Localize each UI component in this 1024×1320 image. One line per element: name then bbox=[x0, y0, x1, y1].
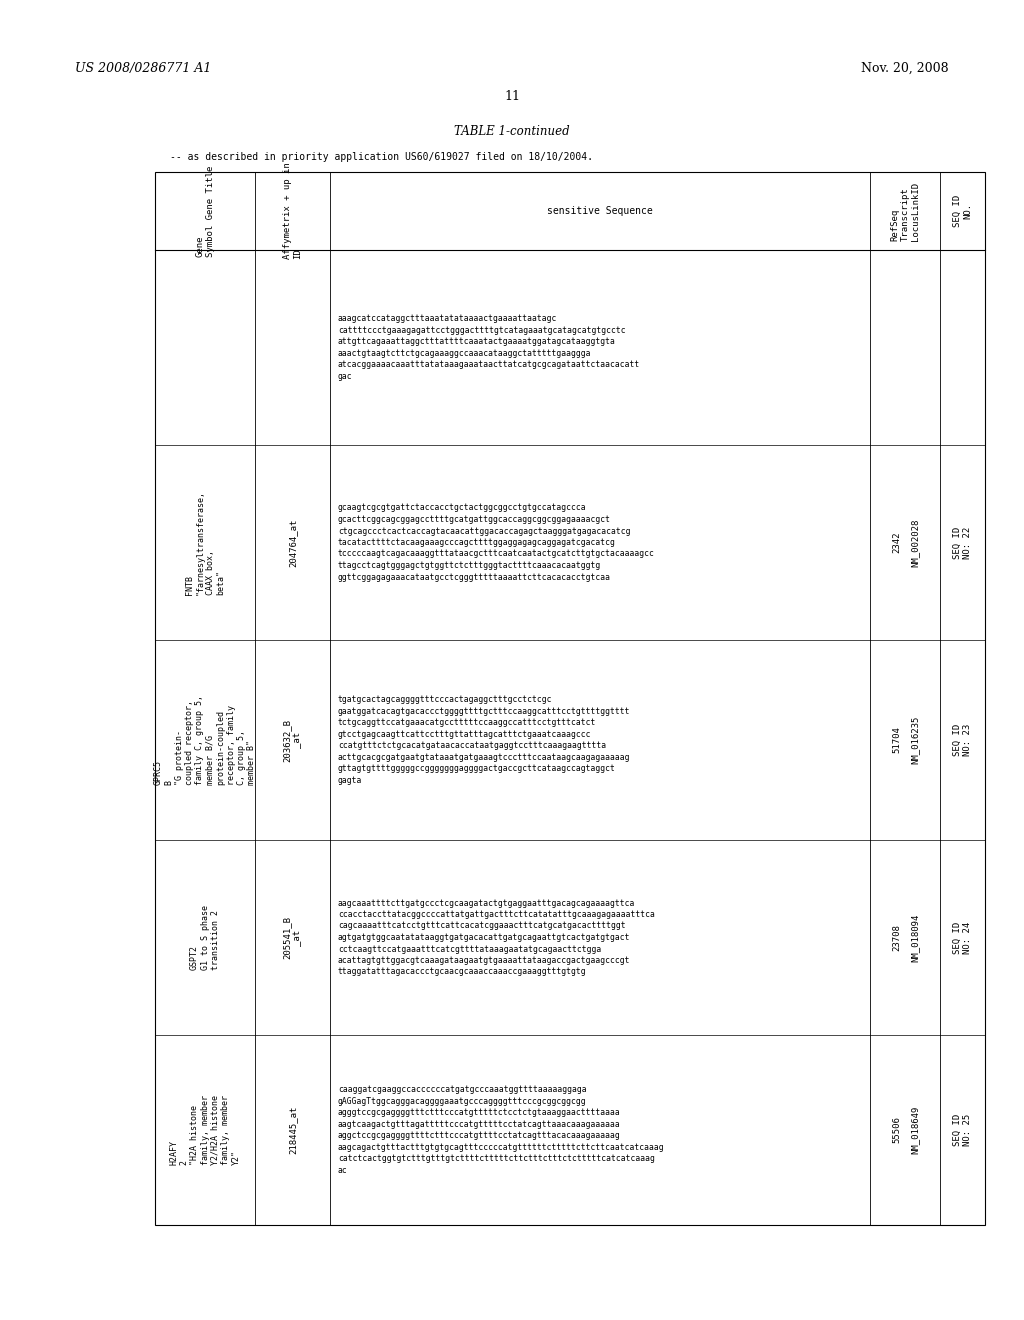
Text: aaactgtaagtcttctgcagaaaggccaaacataaggctatttttgaaggga: aaactgtaagtcttctgcagaaaggccaaacataaggcta… bbox=[338, 348, 592, 358]
Text: NM_018094: NM_018094 bbox=[910, 913, 920, 962]
Text: caaggatcgaaggccaccccccatgatgcccaaatggttttaaaaaggaga: caaggatcgaaggccaccccccatgatgcccaaatggttt… bbox=[338, 1085, 587, 1094]
Text: gttagtgttttgggggccgggggggaggggactgaccgcttcataagccagtaggct: gttagtgttttgggggccgggggggaggggactgaccgct… bbox=[338, 764, 615, 774]
Text: gaatggatcacagtgacaccctggggttttgctttccaaggcatttcctgttttggtttt: gaatggatcacagtgacaccctggggttttgctttccaag… bbox=[338, 706, 631, 715]
Text: gAGGagTtggcagggacaggggaaatgcccaggggtttcccgcggcggcgg: gAGGagTtggcagggacaggggaaatgcccaggggtttcc… bbox=[338, 1097, 587, 1106]
Text: 203632_B
_at: 203632_B _at bbox=[283, 718, 302, 762]
Text: gtcctgagcaagttcattcctttgttatttagcatttctgaaatcaaagccc: gtcctgagcaagttcattcctttgttatttagcatttctg… bbox=[338, 730, 592, 739]
Text: ac: ac bbox=[338, 1166, 348, 1175]
Text: ttagcctcagtgggagctgtggttctctttgggtacttttcaaacacaatggtg: ttagcctcagtgggagctgtggttctctttgggtactttt… bbox=[338, 561, 601, 570]
Text: gac: gac bbox=[338, 372, 352, 380]
Text: NM_018649: NM_018649 bbox=[910, 1106, 920, 1154]
Text: RefSeq
Transcript
LocusLinkID: RefSeq Transcript LocusLinkID bbox=[890, 181, 920, 240]
Text: GPRC5
B
"G protein-
coupled receptor,
family C, group 5,
member B/G
protein-coup: GPRC5 B "G protein- coupled receptor, fa… bbox=[154, 696, 256, 785]
Text: 51704: 51704 bbox=[893, 726, 901, 754]
Text: cctcaagttccatgaaatttcatcgttttataaagaatatgcagaacttctgga: cctcaagttccatgaaatttcatcgttttataaagaatat… bbox=[338, 945, 601, 953]
Text: aagtcaagactgtttagatttttcccatgtttttcctatcagttaaacaaagaaaaaa: aagtcaagactgtttagatttttcccatgtttttcctatc… bbox=[338, 1119, 621, 1129]
Text: agtgatgtggcaatatataaggtgatgacacattgatgcagaattgtcactgatgtgact: agtgatgtggcaatatataaggtgatgacacattgatgca… bbox=[338, 933, 631, 942]
Text: -- as described in priority application US60/619027 filed on 18/10/2004.: -- as described in priority application … bbox=[170, 152, 593, 162]
Text: acttgcacgcgatgaatgtataaatgatgaaagtccctttccaataagcaagagaaaaag: acttgcacgcgatgaatgtataaatgatgaaagtcccttt… bbox=[338, 752, 631, 762]
Text: US 2008/0286771 A1: US 2008/0286771 A1 bbox=[75, 62, 211, 75]
Text: atcacggaaaacaaatttatataaagaaataacttatcatgcgcagataattctaacacatt: atcacggaaaacaaatttatataaagaaataacttatcat… bbox=[338, 360, 640, 370]
Text: aaagcatccataggctttaaatatataaaactgaaaattaatagc: aaagcatccataggctttaaatatataaaactgaaaatta… bbox=[338, 314, 557, 323]
Text: SEQ ID
NO: 23: SEQ ID NO: 23 bbox=[952, 723, 972, 756]
Text: FNTB
"farnesyltransferase,
CAAX box,
beta": FNTB "farnesyltransferase, CAAX box, bet… bbox=[185, 490, 225, 595]
Text: Gene
Symbol Gene Title: Gene Symbol Gene Title bbox=[196, 165, 215, 256]
Text: tgatgcactagcaggggtttcccactagaggctttgcctctcgc: tgatgcactagcaggggtttcccactagaggctttgcctc… bbox=[338, 696, 553, 705]
Text: GSPT2
G1 to S phase
transition 2: GSPT2 G1 to S phase transition 2 bbox=[190, 906, 220, 970]
Text: ccatgtttctctgcacatgataacaccataatgaggtcctttcaaagaagtttta: ccatgtttctctgcacatgataacaccataatgaggtcct… bbox=[338, 742, 606, 750]
Text: 218445_at: 218445_at bbox=[288, 1106, 297, 1154]
Text: 204764_at: 204764_at bbox=[288, 519, 297, 566]
Text: aagcaaattttcttgatgccctcgcaagatactgtgaggaatttgacagcagaaaagttca: aagcaaattttcttgatgccctcgcaagatactgtgagga… bbox=[338, 899, 635, 908]
Text: SEQ ID
NO: 22: SEQ ID NO: 22 bbox=[952, 527, 972, 558]
Text: NM_016235: NM_016235 bbox=[910, 715, 920, 764]
Text: 2342: 2342 bbox=[893, 532, 901, 553]
Text: SEQ ID
NO: 24: SEQ ID NO: 24 bbox=[952, 921, 972, 953]
Text: tacatacttttctacaagaaagcccagcttttggaggagagcaggagatcgacatcg: tacatacttttctacaagaaagcccagcttttggaggaga… bbox=[338, 539, 615, 546]
Text: cattttccctgaaagagattcctgggacttttgtcatagaaatgcatagcatgtgcctc: cattttccctgaaagagattcctgggacttttgtcataga… bbox=[338, 326, 626, 335]
Text: ctgcagccctcactcaccagtacaacattggacaccagagctaagggatgagacacatcg: ctgcagccctcactcaccagtacaacattggacaccagag… bbox=[338, 527, 631, 536]
Text: gcaagtcgcgtgattctaccacctgctactggcggcctgtgccatagccca: gcaagtcgcgtgattctaccacctgctactggcggcctgt… bbox=[338, 503, 587, 512]
Text: gcacttcggcagcggagccttttgcatgattggcaccaggcggcggagaaaacgct: gcacttcggcagcggagccttttgcatgattggcaccagg… bbox=[338, 515, 611, 524]
Text: ccacctaccttatacggccccattatgattgactttcttcatatatttgcaaagagaaaatttca: ccacctaccttatacggccccattatgattgactttcttc… bbox=[338, 909, 655, 919]
Text: catctcactggtgtctttgtttgtcttttctttttcttctttctttctctttttcatcatcaaag: catctcactggtgtctttgtttgtcttttctttttcttct… bbox=[338, 1154, 655, 1163]
Text: 11: 11 bbox=[504, 90, 520, 103]
Text: attgttcagaaattaggctttattttcaaatactgaaaatggatagcataaggtgta: attgttcagaaattaggctttattttcaaatactgaaaat… bbox=[338, 337, 615, 346]
Text: ttaggatatttagacaccctgcaacgcaaaccaaaccgaaaggtttgtgtg: ttaggatatttagacaccctgcaacgcaaaccaaaccgaa… bbox=[338, 968, 587, 977]
Text: SEQ ID
NO.: SEQ ID NO. bbox=[952, 195, 972, 227]
Text: H2AFY
2
"H2A histone
family, member
Y2/H2A histone
family, member
Y2": H2AFY 2 "H2A histone family, member Y2/H… bbox=[169, 1096, 241, 1166]
Text: Nov. 20, 2008: Nov. 20, 2008 bbox=[861, 62, 949, 75]
Text: aggctccgcgaggggttttctttcccatgttttcctatcagtttacacaaagaaaaag: aggctccgcgaggggttttctttcccatgttttcctatca… bbox=[338, 1131, 621, 1140]
Text: aagcagactgtttactttgtgtgcagtttcccccatgttttttctttttcttcttcaatcatcaaag: aagcagactgtttactttgtgtgcagtttcccccatgttt… bbox=[338, 1143, 665, 1152]
Text: NM_002028: NM_002028 bbox=[910, 519, 920, 566]
Text: cagcaaaatttcatcctgtttcattcacatcggaaactttcatgcatgacacttttggt: cagcaaaatttcatcctgtttcattcacatcggaaacttt… bbox=[338, 921, 626, 931]
Text: tcccccaagtcagacaaaggtttataacgctttcaatcaatactgcatcttgtgctacaaaagcc: tcccccaagtcagacaaaggtttataacgctttcaatcaa… bbox=[338, 549, 655, 558]
Text: ggttcggagagaaacataatgcctcgggtttttaaaattcttcacacacctgtcaa: ggttcggagagaaacataatgcctcgggtttttaaaattc… bbox=[338, 573, 611, 582]
Text: sensitive Sequence: sensitive Sequence bbox=[547, 206, 653, 216]
Text: acattagtgttggacgtcaaagataagaatgtgaaaattataagaccgactgaagcccgt: acattagtgttggacgtcaaagataagaatgtgaaaatta… bbox=[338, 956, 631, 965]
Text: tctgcaggttccatgaaacatgcctttttccaaggccatttcctgtttcatct: tctgcaggttccatgaaacatgcctttttccaaggccatt… bbox=[338, 718, 596, 727]
Text: Affymetrix + up in
ID: Affymetrix + up in ID bbox=[283, 162, 302, 259]
Text: 205541_B
_at: 205541_B _at bbox=[283, 916, 302, 960]
Text: 55506: 55506 bbox=[893, 1117, 901, 1143]
Text: 23708: 23708 bbox=[893, 924, 901, 950]
Text: TABLE 1-continued: TABLE 1-continued bbox=[455, 125, 569, 139]
Text: agggtccgcgaggggtttctttcccatgtttttctcctctgtaaaggaacttttaaaa: agggtccgcgaggggtttctttcccatgtttttctcctct… bbox=[338, 1109, 621, 1117]
Text: gagta: gagta bbox=[338, 776, 362, 785]
Bar bbox=[155, 172, 985, 1225]
Text: SEQ ID
NO: 25: SEQ ID NO: 25 bbox=[952, 1114, 972, 1146]
